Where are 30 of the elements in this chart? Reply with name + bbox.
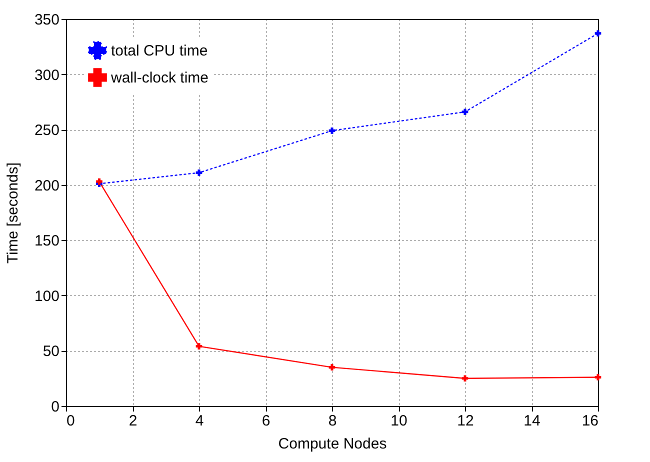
y-tick-label: 200 bbox=[34, 177, 60, 194]
y-tick-label: 250 bbox=[34, 122, 60, 140]
y-tick-label: 0 bbox=[51, 398, 60, 416]
y-tick-label: 350 bbox=[34, 12, 60, 28]
point bbox=[594, 374, 602, 380]
y-tick-label: 150 bbox=[34, 232, 60, 250]
x-tick-label: 0 bbox=[66, 412, 75, 430]
y-tick-label: 100 bbox=[34, 288, 60, 305]
point bbox=[328, 128, 336, 134]
x-tick-label: 2 bbox=[128, 412, 138, 430]
x-tick-label: 10 bbox=[390, 412, 408, 430]
point bbox=[96, 178, 102, 185]
y-tick-label: 300 bbox=[34, 66, 60, 84]
y-axis-title: Time [seconds] bbox=[4, 162, 22, 264]
point bbox=[196, 170, 202, 176]
x-axis-title: Compute Nodes bbox=[278, 436, 387, 452]
x-tick-label: 14 bbox=[524, 412, 540, 430]
x-tick-label: 6 bbox=[262, 412, 270, 430]
x-tick-label: 8 bbox=[328, 412, 337, 430]
point bbox=[594, 30, 602, 37]
point bbox=[328, 364, 336, 370]
legend-label: total CPU time bbox=[111, 42, 208, 60]
x-tick-label: 12 bbox=[457, 412, 474, 430]
y-tick-label: 50 bbox=[42, 343, 60, 360]
x-tick-label: 4 bbox=[195, 412, 204, 430]
point bbox=[462, 108, 468, 116]
point bbox=[462, 375, 468, 382]
x-tick-label: 16 bbox=[582, 412, 598, 430]
legend-label: wall-clock time bbox=[110, 70, 209, 86]
point bbox=[196, 343, 202, 350]
